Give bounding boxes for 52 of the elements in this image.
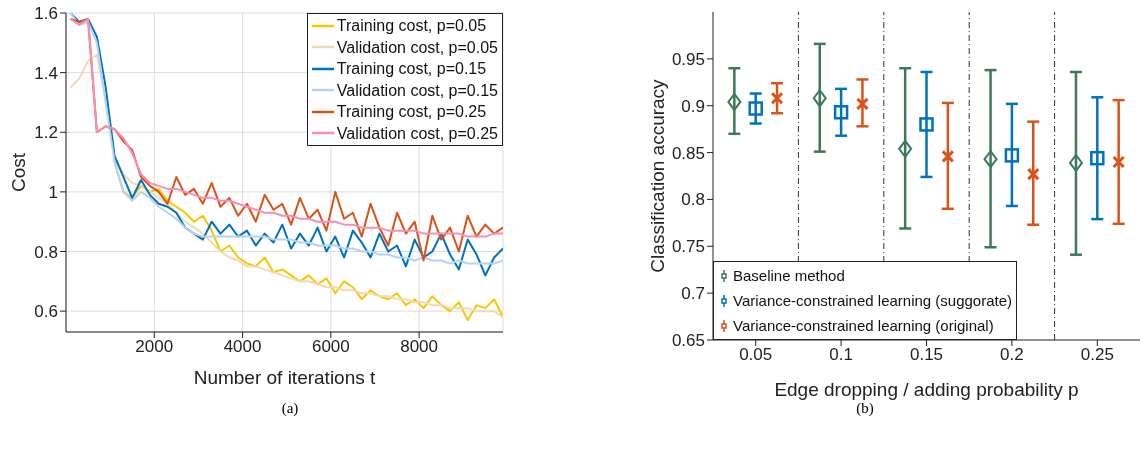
point bbox=[748, 101, 763, 116]
point bbox=[941, 149, 955, 163]
point bbox=[1090, 150, 1105, 166]
y-tick-label: 0.95 bbox=[671, 49, 705, 69]
legend-label: Validation cost, p=0.05 bbox=[336, 37, 498, 58]
y-tick-label: 0.65 bbox=[671, 331, 705, 351]
x-tick-label: 2000 bbox=[135, 337, 174, 357]
point bbox=[1068, 153, 1083, 172]
x-tick-label: 0.1 bbox=[829, 345, 853, 365]
x-tick-label: 6000 bbox=[311, 337, 350, 357]
point bbox=[1112, 155, 1126, 169]
point bbox=[770, 91, 784, 105]
x-tick-label: 0.05 bbox=[739, 345, 773, 365]
legend-label: Variance-constrained learning (original) bbox=[733, 316, 994, 336]
legend-label: Validation cost, p=0.25 bbox=[336, 123, 498, 144]
legend-label: Variance-constrained learning (suggorate) bbox=[733, 291, 1013, 311]
legend-label: Validation cost, p=0.15 bbox=[336, 80, 498, 101]
legend-label: Baseline method bbox=[733, 266, 845, 286]
y-tick-label: 0.6 bbox=[34, 302, 58, 322]
y-tick-label: 0.8 bbox=[681, 190, 705, 210]
text: (b) bbox=[855, 400, 875, 417]
legend-label: Training cost, p=0.25 bbox=[336, 102, 487, 122]
point bbox=[1004, 148, 1020, 163]
y-tick-label: 0.9 bbox=[681, 96, 705, 116]
y-tick-label: 1 bbox=[48, 182, 58, 202]
point bbox=[919, 117, 934, 132]
y-axis-title: Cost bbox=[7, 152, 29, 193]
y-tick-label: 0.7 bbox=[681, 284, 705, 304]
x-tick-label: 0.15 bbox=[909, 345, 944, 365]
x-tick-label: 0.25 bbox=[1080, 345, 1114, 365]
point bbox=[855, 97, 869, 111]
point bbox=[727, 92, 742, 111]
legend-label: Training cost, p=0.15 bbox=[336, 59, 487, 79]
y-tick-label: 1.4 bbox=[34, 63, 58, 83]
x-axis-title: Number of iterations t bbox=[193, 367, 377, 388]
text: (a) bbox=[280, 400, 300, 417]
point bbox=[812, 89, 827, 108]
legend-label: Training cost, p=0.05 bbox=[336, 16, 487, 36]
x-tick-label: 0.2 bbox=[1000, 345, 1024, 365]
point bbox=[983, 150, 998, 169]
y-tick-label: 0.85 bbox=[671, 143, 705, 163]
y-tick-label: 0.75 bbox=[671, 237, 705, 257]
x-tick-label: 8000 bbox=[400, 337, 439, 357]
y-tick-label: 1.6 bbox=[34, 4, 58, 24]
point bbox=[1026, 167, 1040, 181]
point bbox=[833, 105, 849, 120]
x-axis-title: Edge dropping / adding probability p bbox=[774, 379, 1079, 400]
x-tick-label: 4000 bbox=[223, 337, 262, 357]
y-tick-label: 0.8 bbox=[34, 242, 58, 262]
y-axis-title: Classification accuracy bbox=[646, 78, 668, 273]
y-tick-label: 1.2 bbox=[34, 123, 58, 143]
point bbox=[898, 139, 913, 158]
